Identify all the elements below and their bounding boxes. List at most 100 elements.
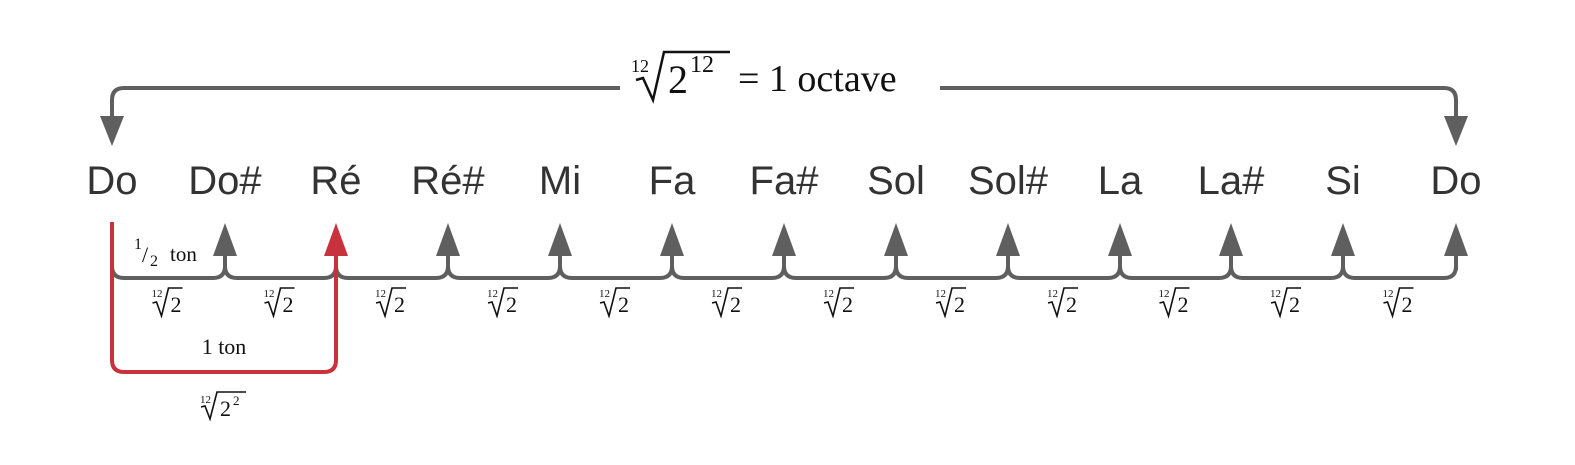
whole-tone-ratio-index: 12	[200, 394, 211, 406]
semitone-ratio: 12 2	[599, 287, 630, 319]
semitone-ratio-index: 12	[711, 288, 722, 300]
semitone-radical-sign	[935, 287, 966, 319]
semitone-ratio-radicand: 2	[1289, 292, 1300, 317]
note-label: Ré#	[411, 159, 485, 203]
half-tone-unit: ton	[170, 242, 197, 266]
semitone-bracket	[1341, 265, 1458, 280]
semitone-ratio-index: 12	[375, 288, 386, 300]
semitone-bracket	[1229, 265, 1345, 280]
note-label: Fa	[649, 159, 696, 203]
note-label: Do#	[188, 159, 262, 203]
whole-tone-line	[110, 222, 338, 374]
semitone-ratio-index: 12	[1270, 288, 1281, 300]
octave-radicand-exponent: 12	[690, 52, 714, 78]
semitone-arrow-head	[660, 223, 684, 256]
semitone-radical-sign	[1047, 287, 1078, 319]
semitone-arrow-head	[884, 223, 908, 256]
octave-equals-text: = 1 octave	[738, 58, 897, 100]
semitone-ratio-radicand: 2	[1066, 292, 1077, 317]
semitone-ratio-radicand: 2	[506, 292, 517, 317]
semitone-ratio: 12 2	[264, 287, 295, 319]
semitone-radical-sign	[823, 287, 854, 319]
whole-tone-radical-sign	[200, 391, 246, 422]
half-tone-denominator: 2	[150, 253, 158, 270]
semitone-arrow-head	[436, 223, 460, 256]
semitone-ratio: 12 2	[487, 287, 518, 319]
semitone-bracket	[1118, 265, 1233, 280]
semitone-bracket	[110, 265, 227, 280]
half-tone-label: 1 / 2 ton	[134, 236, 197, 270]
octave-formula: 12 2 12 = 1 octave	[631, 50, 897, 104]
semitone-ratio-radicand: 2	[394, 292, 405, 317]
semitone-ratio-index: 12	[1383, 288, 1394, 300]
whole-tone-ratio-exponent: 2	[233, 393, 240, 408]
whole-tone-ratio-base: 2	[220, 396, 231, 421]
octave-radical-sign	[635, 50, 730, 104]
semitone-ratio: 12 2	[823, 287, 854, 319]
semitone-ratio-radicand: 2	[842, 292, 853, 317]
semitone-bracket	[334, 265, 450, 280]
semitone-bracket	[558, 265, 674, 280]
semitone-ratio-radicand: 2	[954, 292, 965, 317]
whole-tone-bracket: 1 ton 12 2 2	[110, 222, 348, 422]
semitone-ratio: 12 2	[711, 287, 742, 319]
semitone-ratio-index: 12	[487, 288, 498, 300]
semitone-radical-sign	[1270, 287, 1301, 319]
semitone-radical-sign	[1383, 287, 1414, 319]
note-label: Ré	[310, 159, 361, 203]
semitone-ratio-index: 12	[1159, 288, 1170, 300]
semitone-ratio-radicand: 2	[1402, 292, 1413, 317]
semitone-ratio-index: 12	[152, 288, 163, 300]
semitone-ratio-index: 12	[823, 288, 834, 300]
note-label: La	[1098, 159, 1143, 203]
semitone-bracket	[894, 265, 1010, 280]
semitone-bracket	[670, 265, 786, 280]
semitone-ratio: 12 2	[1270, 287, 1301, 319]
semitone-arrow-head	[1219, 223, 1243, 256]
octave-bracket	[100, 86, 1468, 146]
whole-tone-label: 1 ton	[202, 334, 247, 359]
semitone-ratio-radicand: 2	[618, 292, 629, 317]
semitone-radical-sign	[487, 287, 518, 319]
semitone-ratio: 12 2	[1047, 287, 1078, 319]
semitone-arrow-head	[548, 223, 572, 256]
semitone-radical-sign	[264, 287, 295, 319]
semitone-ratio-radicand: 2	[1178, 292, 1189, 317]
semitone-radical-sign	[152, 287, 183, 319]
octave-radicand-base: 2	[668, 57, 688, 102]
semitone-ratio-index: 12	[935, 288, 946, 300]
semitone-arrow-head	[1108, 223, 1132, 256]
note-label: Mi	[539, 159, 581, 203]
semitone-bracket	[782, 265, 898, 280]
note-label: Do	[86, 159, 137, 203]
semitone-bracket	[223, 265, 338, 280]
semitone-ratio: 12 2	[152, 287, 183, 319]
semitone-arrow-head	[1331, 223, 1355, 256]
semitone-ratio-radicand: 2	[283, 292, 294, 317]
semitone-radical-sign	[375, 287, 406, 319]
semitone-ratio-index: 12	[599, 288, 610, 300]
semitone-arrow-head	[1444, 223, 1468, 256]
semitone-radical-sign	[711, 287, 742, 319]
note-label: Sol	[867, 159, 925, 203]
octave-arrow-left-head	[100, 116, 124, 146]
semitone-radical-sign	[599, 287, 630, 319]
semitone-ratio-index: 12	[264, 288, 275, 300]
whole-tone-arrow-head	[324, 223, 348, 256]
semitone-steps: 12 2 12 2 12 2 12 2 12 2 12 2 12 2 12 2 12 2 12 2 12 2 12 2	[110, 223, 1468, 319]
semitone-ratio: 12 2	[1159, 287, 1190, 319]
semitone-bracket	[446, 265, 562, 280]
semitone-arrow-head	[996, 223, 1020, 256]
note-label: Sol#	[968, 159, 1049, 203]
octave-bracket-left-line	[110, 86, 620, 122]
semitone-bracket	[1006, 265, 1122, 280]
half-tone-numerator: 1	[134, 236, 142, 253]
semitone-ratio-radicand: 2	[171, 292, 182, 317]
semitone-ratio-index: 12	[1047, 288, 1058, 300]
octave-bracket-right-line	[940, 86, 1458, 122]
octave-root-index: 12	[631, 56, 649, 76]
note-labels: Do Do# Ré Ré# Mi Fa Fa# Sol Sol# La La# Si Do	[86, 159, 1481, 203]
whole-tone-ratio: 12 2 2	[200, 391, 246, 422]
semitone-radical-sign	[1159, 287, 1190, 319]
